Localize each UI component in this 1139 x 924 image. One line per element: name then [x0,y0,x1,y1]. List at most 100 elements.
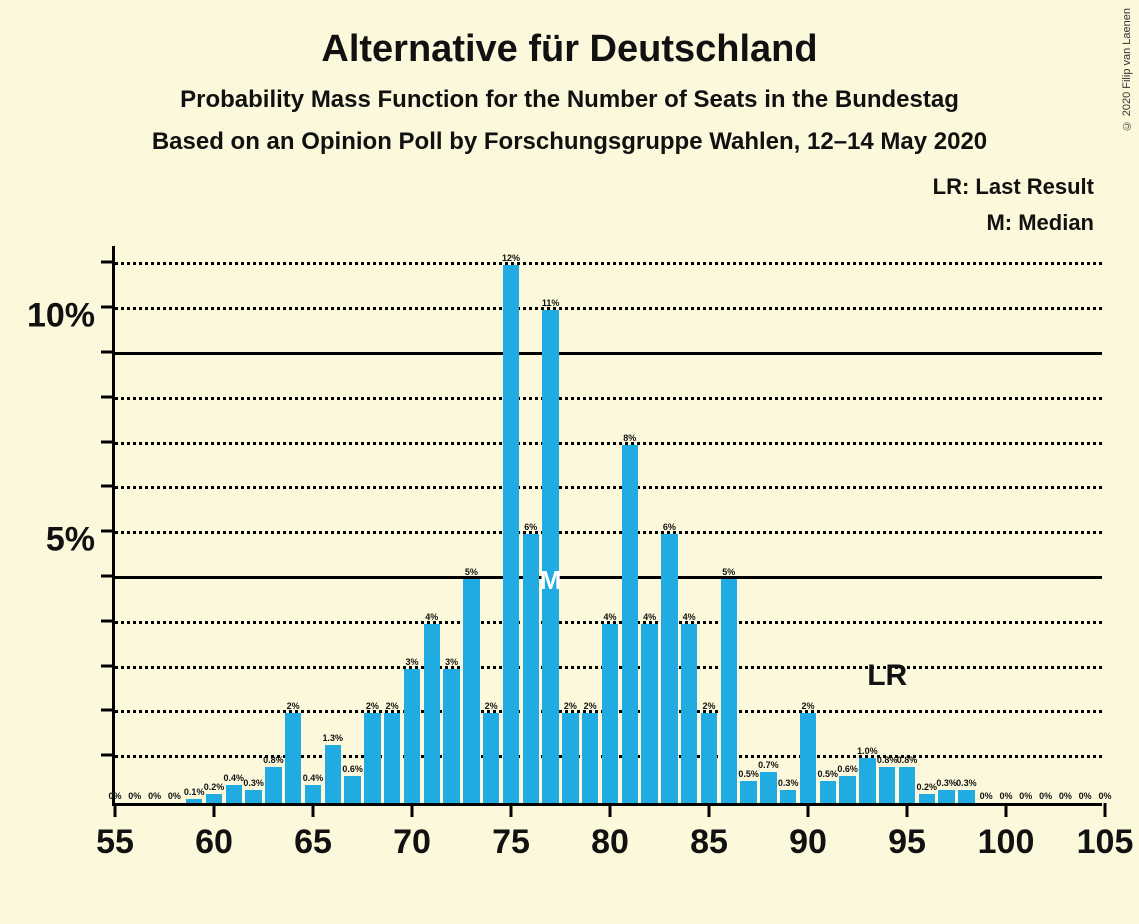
bar: 3% [443,669,459,803]
bar-value-label: 0% [108,791,121,801]
bar: 0.4% [226,785,242,803]
bar: 0.2% [919,794,935,803]
bar-value-label: 12% [502,253,520,263]
bar-value-label: 0% [148,791,161,801]
bar-value-label: 0.7% [758,760,779,770]
bar: 0.8% [899,767,915,803]
bar-value-label: 2% [702,701,715,711]
bar-value-label: 0% [1098,791,1111,801]
x-axis-label: 90 [789,823,827,862]
bar-value-label: 0% [1019,791,1032,801]
bar-value-label: 0.1% [184,787,205,797]
grid-minor [115,262,1102,265]
bar: 2% [285,713,301,803]
bar: 0.5% [820,781,836,803]
bar: 0.7% [760,772,776,803]
plot-area: 5%10%5560657075808590951001050%0%0%0%0.1… [112,246,1102,806]
bar-value-label: 0.8% [263,755,284,765]
bar: 12% [503,265,519,803]
x-axis-label: 80 [591,823,629,862]
bar-value-label: 1.3% [323,733,344,743]
bar: 0.6% [344,776,360,803]
bar-value-label: 1.0% [857,746,878,756]
bar: 0.3% [958,790,974,803]
grid-major [115,576,1102,579]
grid-major [115,352,1102,355]
chart-subtitle-2: Based on an Opinion Poll by Forschungsgr… [0,128,1139,156]
bar: 5% [463,579,479,803]
bar-value-label: 2% [485,701,498,711]
bar-value-label: 0% [999,791,1012,801]
bar: 0.2% [206,794,222,803]
bar-value-label: 2% [584,701,597,711]
grid-minor [115,531,1102,534]
bar-value-label: 0.6% [837,764,858,774]
bar-value-label: 0.2% [204,782,225,792]
x-axis-label: 95 [888,823,926,862]
x-axis-label: 85 [690,823,728,862]
bar-value-label: 4% [603,612,616,622]
bar-value-label: 0.3% [936,778,957,788]
bar: 1.3% [325,745,341,803]
bar-value-label: 0% [1039,791,1052,801]
bar-value-label: 0.3% [956,778,977,788]
bar-value-label: 6% [524,522,537,532]
copyright: © 2020 Filip van Laenen [1121,8,1133,131]
bar-value-label: 0.2% [917,782,938,792]
y-axis-label: 5% [46,521,95,560]
bar: 11% [542,310,558,803]
bar: 2% [483,713,499,803]
grid-minor [115,486,1102,489]
bar-value-label: 0.6% [342,764,363,774]
bar: 4% [602,624,618,803]
bar-value-label: 0.8% [877,755,898,765]
bar-value-label: 0.5% [738,769,759,779]
bar: 0.3% [245,790,261,803]
grid-minor [115,442,1102,445]
bar: 4% [641,624,657,803]
bar: 0.4% [305,785,321,803]
bar-value-label: 3% [445,657,458,667]
grid-minor [115,397,1102,400]
bar-value-label: 0.8% [897,755,918,765]
bar-value-label: 5% [722,567,735,577]
bar-value-label: 0.4% [303,773,324,783]
bar-value-label: 0.5% [818,769,839,779]
bar: 0.8% [265,767,281,803]
bar-value-label: 2% [366,701,379,711]
bar: 3% [404,669,420,803]
bar-value-label: 0% [128,791,141,801]
bar-value-label: 5% [465,567,478,577]
bar: 4% [681,624,697,803]
grid-minor [115,307,1102,310]
bar-value-label: 2% [801,701,814,711]
chart-subtitle-1: Probability Mass Function for the Number… [0,86,1139,114]
bar-value-label: 4% [425,612,438,622]
bar-value-label: 0.4% [224,773,245,783]
bar-value-label: 2% [287,701,300,711]
bar: 2% [364,713,380,803]
y-axis-label: 10% [27,297,95,336]
bar-value-label: 11% [542,298,560,308]
bar-value-label: 0% [980,791,993,801]
bar-value-label: 6% [663,522,676,532]
bar: 0.3% [780,790,796,803]
bar-value-label: 3% [405,657,418,667]
x-axis-label: 70 [393,823,431,862]
bar: 2% [562,713,578,803]
bar: 6% [523,534,539,803]
bar: 8% [622,445,638,803]
bar-value-label: 0.3% [778,778,799,788]
bar-value-label: 4% [643,612,656,622]
bar: 0.6% [839,776,855,803]
bar: 0.1% [186,799,202,803]
x-axis-label: 100 [978,823,1035,862]
bar: 0.3% [938,790,954,803]
bar-value-label: 4% [683,612,696,622]
bar: 2% [582,713,598,803]
bar: 2% [701,713,717,803]
x-axis-label: 65 [294,823,332,862]
bar-value-label: 0.3% [243,778,264,788]
bar: 5% [721,579,737,803]
bar-value-label: 0% [168,791,181,801]
